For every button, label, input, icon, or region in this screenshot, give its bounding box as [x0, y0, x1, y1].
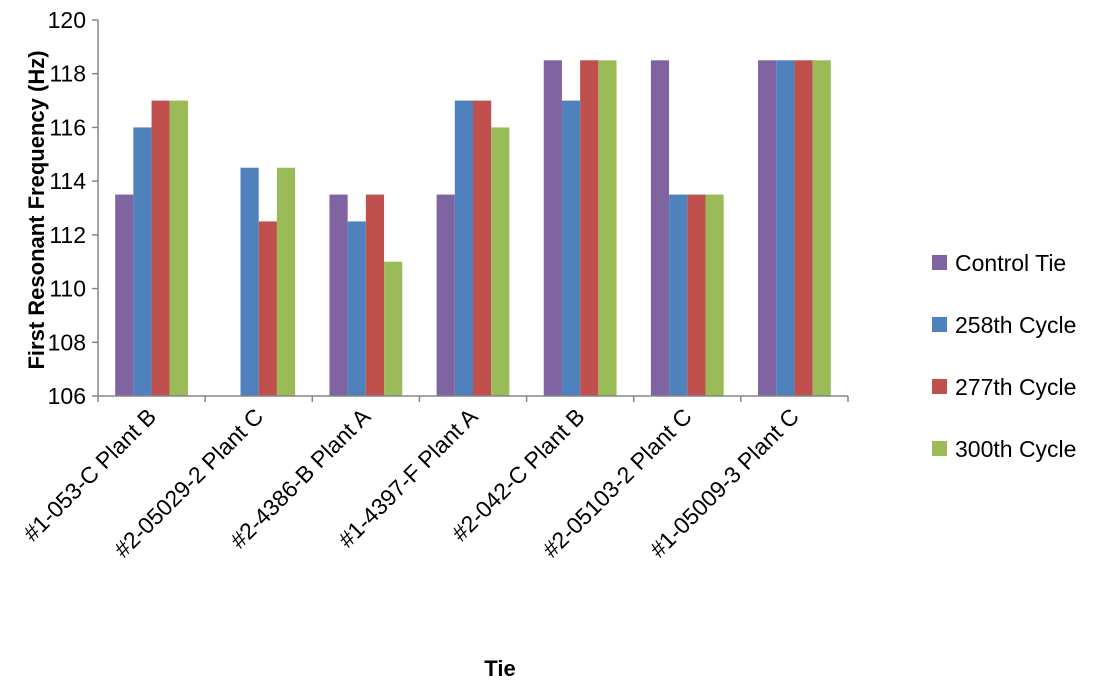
- bar-300th-cycle-7: [812, 60, 831, 397]
- axes-layer: [97, 20, 848, 397]
- x-axis-title: Tie: [484, 656, 515, 681]
- bar-300th-cycle-3: [384, 261, 403, 396]
- x-axis-ticks: #1-053-C Plant B#2-05029-2 Plant C#2-438…: [18, 396, 849, 563]
- bar-258th-cycle-7: [776, 60, 795, 397]
- bar-277th-cycle-2: [258, 221, 277, 396]
- bar-control-tie-6: [650, 60, 670, 397]
- bar-control-tie-7: [758, 60, 777, 397]
- y-tick-label: 116: [49, 114, 86, 140]
- bar-300th-cycle-6: [705, 194, 724, 396]
- bar-300th-cycle-4: [491, 127, 510, 396]
- legend-label: 277th Cycle: [955, 374, 1076, 400]
- legend-label: 300th Cycle: [955, 436, 1076, 462]
- y-tick-label: 112: [49, 222, 86, 248]
- y-axis-ticks: 106 108 110 112 114 116 118 120: [48, 7, 98, 409]
- bar-277th-cycle-5: [580, 60, 599, 397]
- bar-277th-cycle-4: [473, 100, 492, 397]
- legend-swatch: [932, 317, 947, 332]
- bars-layer: [115, 60, 831, 397]
- bar-277th-cycle-6: [687, 194, 706, 396]
- bar-control-tie-4: [436, 194, 455, 396]
- bar-277th-cycle-3: [365, 194, 385, 396]
- bar-258th-cycle-3: [347, 221, 366, 396]
- legend-label: 258th Cycle: [955, 312, 1076, 338]
- bar-300th-cycle-2: [276, 167, 296, 396]
- y-tick-label: 106: [48, 383, 86, 409]
- bar-300th-cycle-5: [598, 60, 617, 397]
- bar-300th-cycle-1: [169, 100, 188, 397]
- bar-258th-cycle-1: [133, 127, 152, 396]
- legend: Control Tie 258th Cycle 277th Cycle 300th C…: [932, 250, 1076, 462]
- legend-label: Control Tie: [955, 250, 1066, 276]
- y-tick-label: 114: [49, 168, 86, 194]
- y-axis-title: First Resonant Frequency (Hz): [24, 50, 49, 369]
- bar-control-tie-1: [115, 194, 134, 396]
- legend-swatch: [932, 255, 947, 270]
- y-tick-label: 120: [48, 7, 86, 33]
- y-tick-label: 110: [49, 276, 86, 302]
- y-tick-label: 118: [49, 61, 86, 87]
- y-tick-label: 108: [48, 329, 86, 355]
- bar-277th-cycle-1: [151, 100, 170, 397]
- legend-swatch: [932, 379, 947, 394]
- bar-control-tie-3: [329, 194, 348, 396]
- bar-control-tie-5: [543, 60, 562, 397]
- legend-swatch: [932, 441, 947, 456]
- bar-258th-cycle-4: [454, 100, 473, 397]
- bar-258th-cycle-6: [669, 194, 688, 396]
- bar-277th-cycle-7: [794, 60, 813, 397]
- bar-258th-cycle-2: [240, 167, 259, 396]
- bar-258th-cycle-5: [561, 100, 581, 397]
